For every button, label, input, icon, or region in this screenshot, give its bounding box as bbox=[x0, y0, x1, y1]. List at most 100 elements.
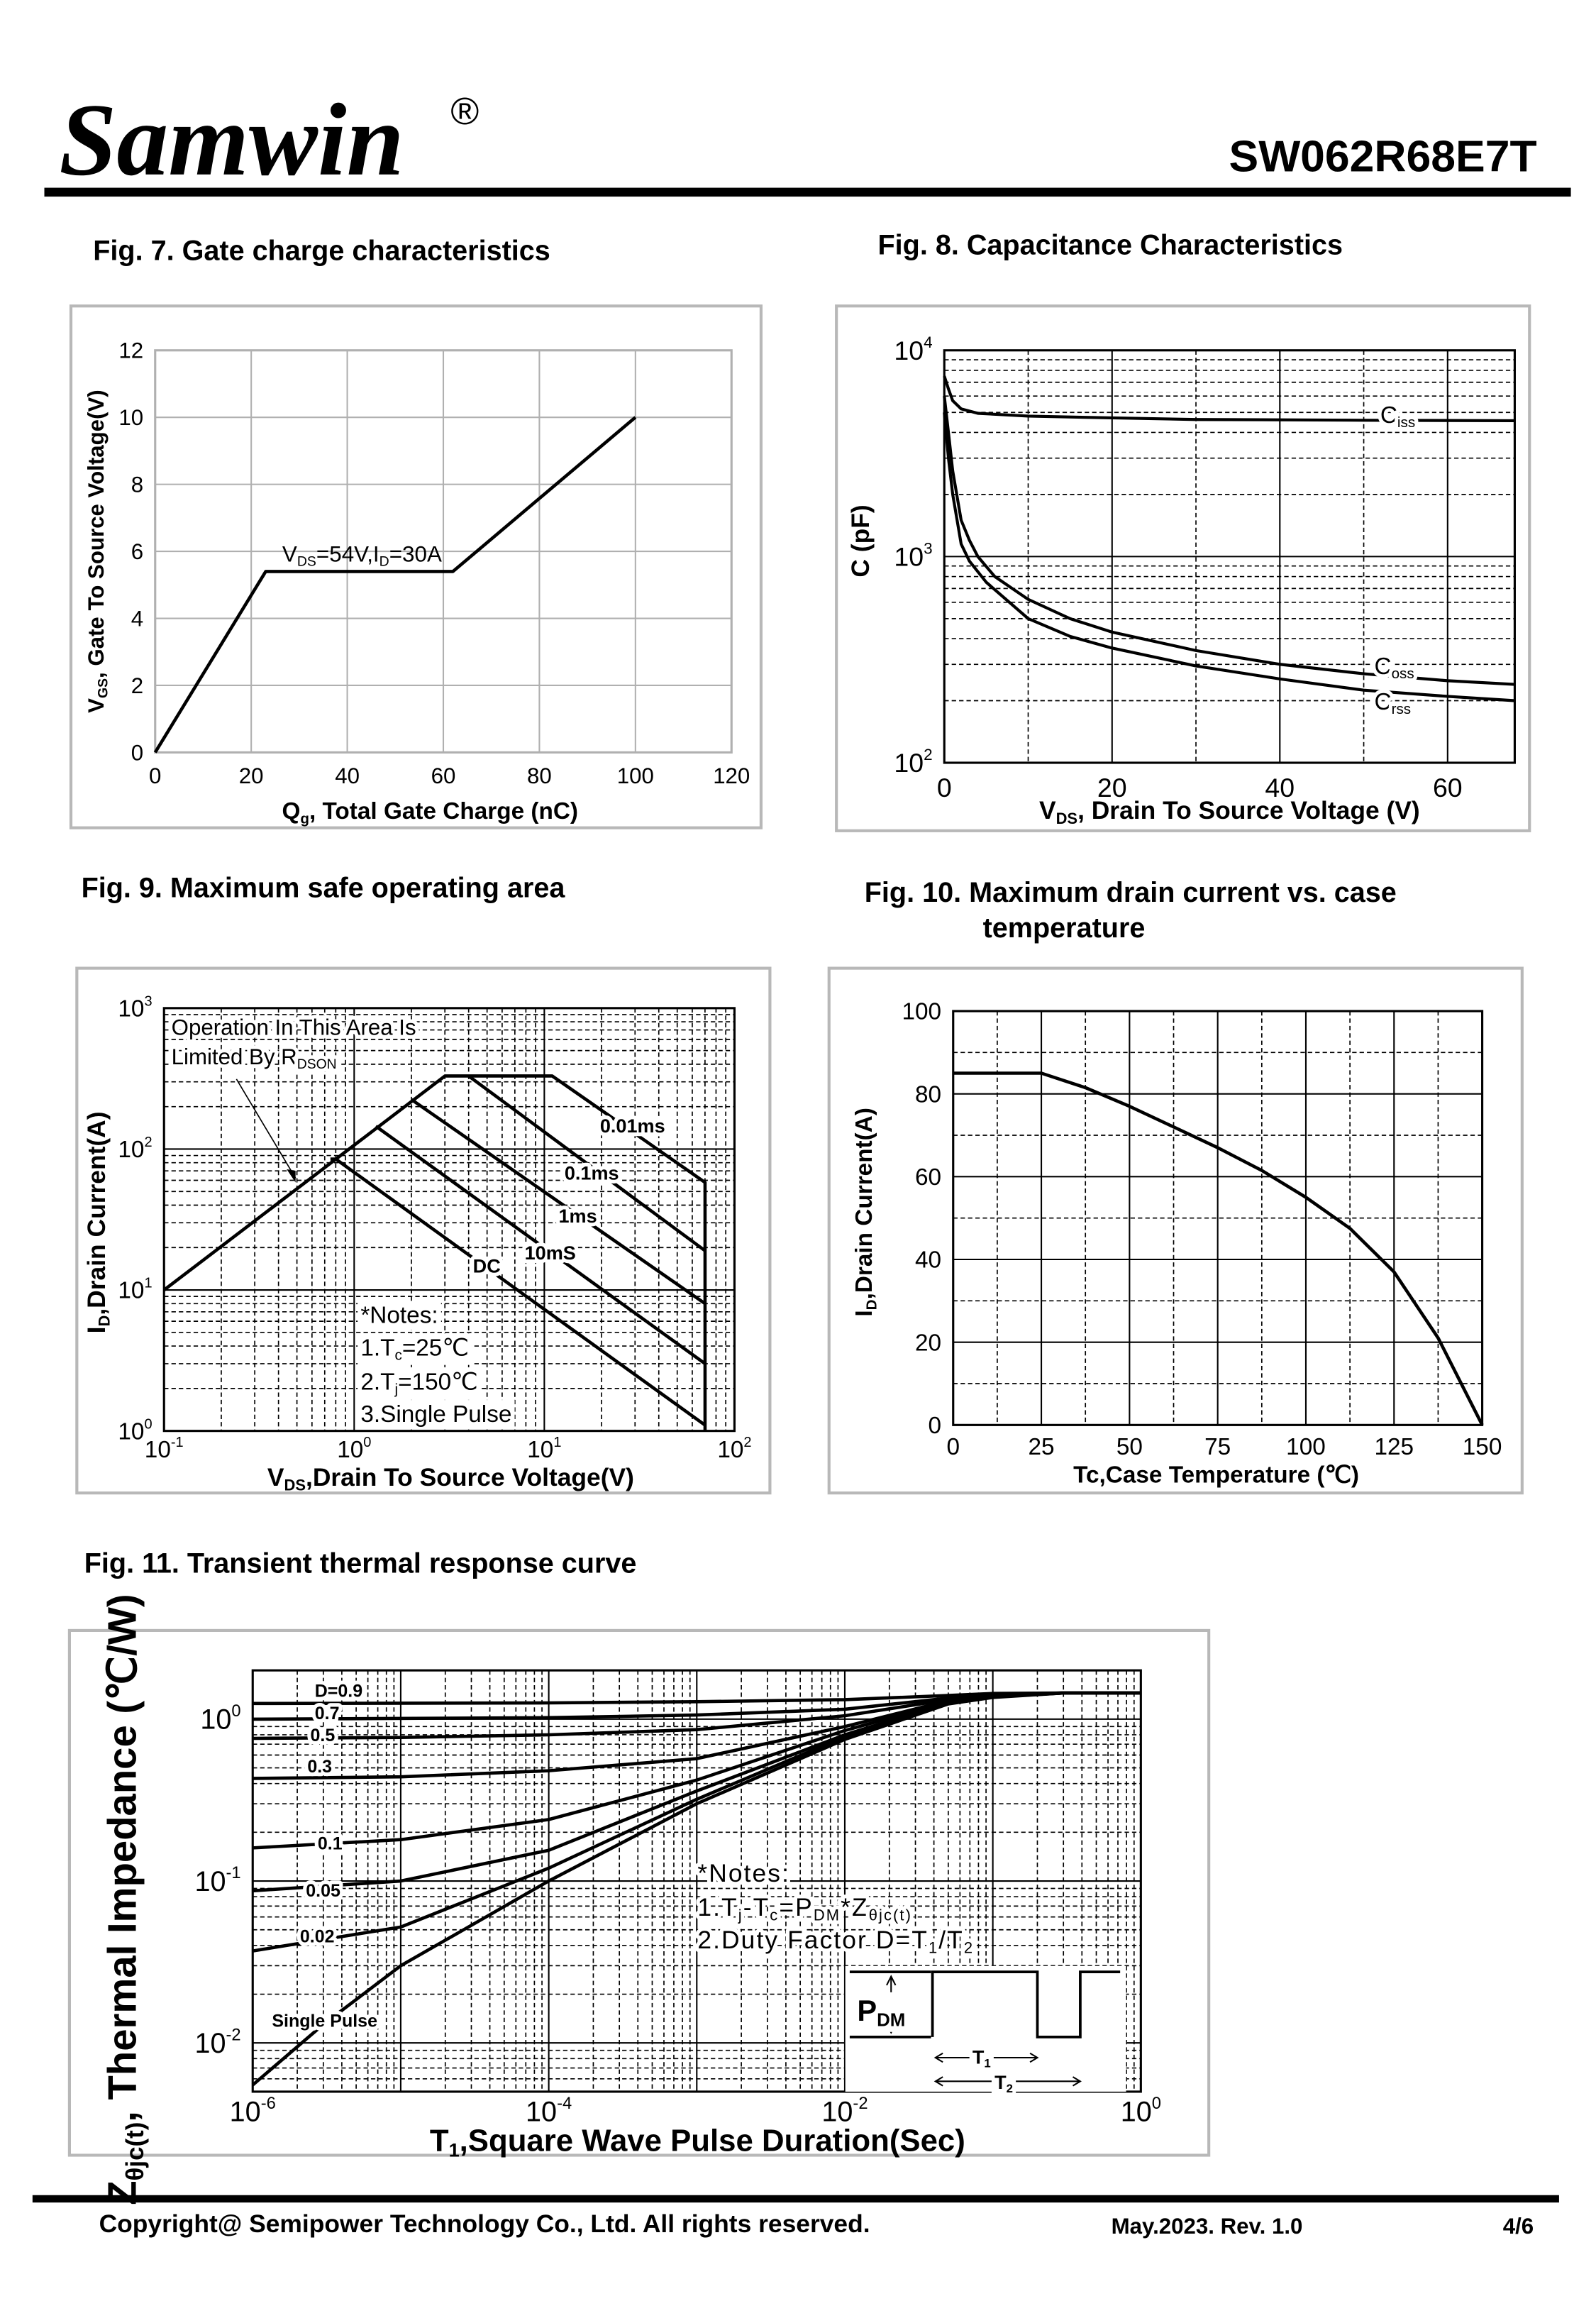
tick-exponent: 0 bbox=[1152, 2095, 1161, 2113]
note-title: *Notes: bbox=[697, 1859, 790, 1887]
tick-base: 10 bbox=[527, 1437, 553, 1463]
series-line bbox=[375, 1125, 706, 1365]
text-span: Limited By R bbox=[172, 1044, 297, 1069]
series-label: 10mS bbox=[525, 1242, 576, 1264]
plot-area-border bbox=[251, 1669, 1142, 2093]
text-span: 3.Single Pulse bbox=[360, 1401, 511, 1428]
y-tick-label: 0 bbox=[929, 1413, 942, 1439]
y-tick-label: 10-2 bbox=[194, 2026, 240, 2059]
text-span: DM bbox=[877, 2011, 905, 2031]
figure-title: Fig. 9. Maximum safe operating area bbox=[82, 873, 566, 904]
text-span: 0.7 bbox=[315, 1704, 340, 1723]
tick-base: 10 bbox=[894, 748, 924, 778]
x-tick-label: 80 bbox=[527, 763, 552, 788]
text-span: D bbox=[379, 553, 389, 569]
x-axis-label: T1,Square Wave Pulse Duration(Sec) bbox=[430, 2123, 965, 2161]
text-span: -T bbox=[743, 1893, 770, 1921]
text-span: DS bbox=[284, 1476, 306, 1494]
grid bbox=[943, 350, 1515, 763]
series-line bbox=[943, 375, 1515, 422]
text-span: C bbox=[1375, 653, 1392, 680]
text-span: iss bbox=[1397, 414, 1415, 431]
text-span: DS bbox=[297, 553, 316, 569]
text-span: =P bbox=[779, 1893, 813, 1921]
y-tick-label: 100 bbox=[200, 1702, 240, 1736]
x-tick-label: 150 bbox=[1463, 1434, 1502, 1460]
tick-exponent: 0 bbox=[231, 1702, 240, 1721]
tick-base: 10 bbox=[337, 1437, 363, 1463]
text-span: DM bbox=[814, 1907, 841, 1924]
x-tick-label: 40 bbox=[335, 763, 360, 788]
text-span: 0.02 bbox=[300, 1927, 335, 1947]
y-tick-label: 6 bbox=[131, 539, 143, 564]
y-tick-label: 100 bbox=[118, 1416, 152, 1445]
note-formula: 1.Tj-Tc=PDM*Zθjc(t) bbox=[697, 1893, 912, 1924]
text-span: ,Drain To Source Voltage(V) bbox=[306, 1463, 634, 1491]
y-tick-label: 101 bbox=[118, 1276, 152, 1304]
x-tick-label: 25 bbox=[1029, 1434, 1055, 1460]
x-tick-label: 40 bbox=[1265, 773, 1295, 802]
y-tick-label: 60 bbox=[915, 1164, 941, 1191]
tick-labels: 0 25 50 75 100 125 150 0 20 40 60 80 100 bbox=[902, 999, 1502, 1460]
y-axis-label: C (pF) bbox=[846, 504, 875, 577]
tick-base: 10 bbox=[717, 1437, 743, 1463]
text-span: Single Pulse bbox=[272, 2011, 377, 2031]
tick-exponent: 1 bbox=[144, 1276, 152, 1291]
x-tick-label: 20 bbox=[1097, 773, 1127, 802]
tick-base: 10 bbox=[118, 1137, 144, 1163]
x-axis-label: Qg, Total Gate Charge (nC) bbox=[282, 798, 578, 827]
revision-text: May.2023. Rev. 1.0 bbox=[1112, 2214, 1303, 2239]
text-span: Tc,Case Temperature (℃) bbox=[1073, 1462, 1359, 1489]
text-span: Q bbox=[282, 798, 300, 824]
text-span: *Z bbox=[841, 1893, 869, 1921]
series-label: 1ms bbox=[559, 1205, 597, 1227]
tick-exponent: 0 bbox=[144, 1416, 152, 1432]
text-span: ,Drain Current(A) bbox=[82, 1111, 111, 1315]
pulse-waveform bbox=[849, 1970, 1121, 2039]
tick-base: 10 bbox=[145, 1437, 171, 1463]
copyright-text: Copyright@ Semipower Technology Co., Ltd… bbox=[99, 2210, 870, 2238]
note-junction-temperature: 2.Tj=150℃ bbox=[360, 1369, 477, 1397]
text-span: V bbox=[1039, 796, 1056, 824]
x-tick-label: 10-6 bbox=[230, 2095, 276, 2128]
text-span: P bbox=[857, 1994, 877, 2027]
series-label: 0.01ms bbox=[600, 1115, 665, 1137]
series-line bbox=[330, 1157, 706, 1427]
y-axis-label: VGS, Gate To Source Voltage(V) bbox=[84, 390, 111, 713]
plot-area-border bbox=[943, 349, 1516, 764]
y-tick-label: 0 bbox=[131, 740, 143, 765]
x-tick-label: 20 bbox=[239, 763, 264, 788]
tick-exponent: -1 bbox=[171, 1435, 184, 1450]
text-span: T bbox=[994, 2071, 1007, 2093]
series-label: Crss bbox=[1375, 689, 1412, 717]
series-label: DC bbox=[473, 1255, 501, 1277]
x-axis-label: VDS, Drain To Source Voltage (V) bbox=[1039, 796, 1420, 827]
series-line bbox=[953, 1071, 1484, 1426]
y-tick-label: 103 bbox=[118, 994, 152, 1022]
y-tick-label: 104 bbox=[894, 333, 932, 365]
note-title: *Notes: bbox=[360, 1303, 438, 1329]
series-line bbox=[251, 1691, 1141, 2087]
registered-mark: ® bbox=[450, 90, 479, 133]
series-label: D=0.9 bbox=[315, 1682, 362, 1701]
text-span: 0.05 bbox=[306, 1881, 340, 1901]
text-span: 1ms bbox=[559, 1205, 597, 1227]
text-span: 1 bbox=[984, 2056, 990, 2070]
text-span: 10mS bbox=[525, 1242, 576, 1264]
rdson-arrowhead-icon bbox=[287, 1169, 296, 1183]
x-tick-label: 120 bbox=[713, 763, 750, 788]
x-tick-label: 10-1 bbox=[145, 1435, 184, 1463]
chart-frame bbox=[69, 304, 763, 829]
series-line bbox=[943, 395, 1515, 686]
series-label: 0.05 bbox=[306, 1881, 340, 1901]
x-tick-label: 10-2 bbox=[821, 2095, 868, 2128]
x-tick-label: 100 bbox=[1286, 1434, 1326, 1460]
y-tick-label: 100 bbox=[902, 999, 941, 1025]
series-line bbox=[162, 1074, 707, 1431]
x-tick-label: 100 bbox=[617, 763, 654, 788]
text-span: DSON bbox=[297, 1057, 337, 1072]
text-span: /T bbox=[938, 1926, 964, 1954]
